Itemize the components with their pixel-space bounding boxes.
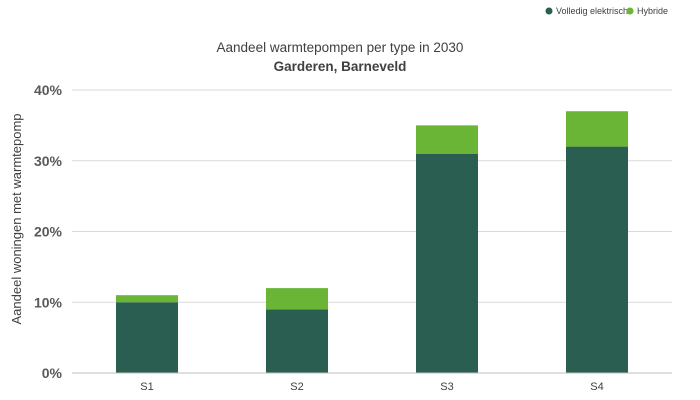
x-tick-label: S4 (590, 381, 603, 393)
chart-subtitle: Garderen, Barneveld (274, 59, 407, 74)
y-tick-label: 0% (42, 365, 63, 381)
bar-volledig-elektrisch-s3 (416, 153, 478, 373)
bar-volledig-elektrisch-s2 (266, 309, 328, 373)
bar-hybride-s3 (416, 125, 478, 154)
legend-marker-volledig-elektrisch (545, 7, 553, 15)
bar-hybride-s1 (116, 295, 178, 303)
y-tick-label: 10% (34, 294, 63, 310)
y-axis-label: Aandeel woningen met warmtepomp (9, 113, 24, 324)
x-tick-label: S2 (290, 381, 303, 393)
x-tick-label: S1 (140, 381, 153, 393)
y-tick-label: 30% (34, 153, 63, 169)
legend-label-hybride: Hybride (637, 6, 668, 16)
bar-volledig-elektrisch-s1 (116, 302, 178, 373)
legend-marker-hybride (626, 7, 634, 15)
y-tick-label: 20% (34, 224, 63, 240)
bar-hybride-s4 (566, 111, 628, 147)
legend: Volledig elektrisch Hybride (545, 6, 668, 16)
y-axis-ticks: 0% 10% 20% 30% 40% (34, 82, 63, 381)
y-tick-label: 40% (34, 82, 63, 98)
bars (116, 111, 628, 373)
bar-volledig-elektrisch-s4 (566, 146, 628, 373)
x-tick-label: S3 (440, 381, 453, 393)
chart-title: Aandeel warmtepompen per type in 2030 (217, 40, 464, 55)
bar-hybride-s2 (266, 288, 328, 310)
legend-label-volledig-elektrisch: Volledig elektrisch (556, 6, 628, 16)
x-axis-ticks: S1 S2 S3 S4 (140, 381, 603, 393)
